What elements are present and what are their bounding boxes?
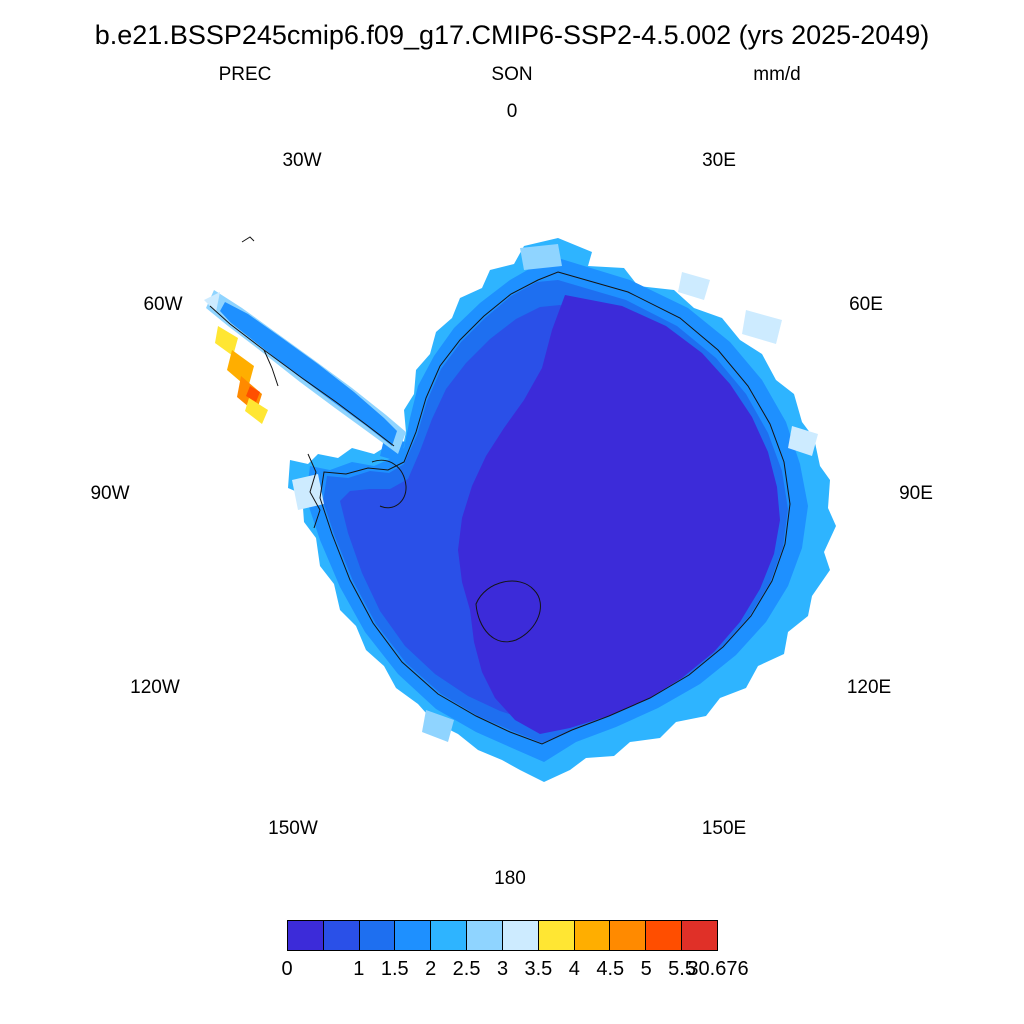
lon-label-60e: 60E xyxy=(849,294,883,315)
colorbar-tick-0: 0 xyxy=(281,958,293,980)
antarctica-map xyxy=(190,210,850,790)
map-region-peninsula-inner xyxy=(220,302,397,446)
colorbar: 0 1 1.5 2 2.5 3 3.5 4 4.5 5 5.5 30.676 xyxy=(281,920,749,982)
lon-label-180: 180 xyxy=(494,868,526,889)
colorbar-tick-2.5: 2.5 xyxy=(452,958,481,980)
colorbar-box-8 xyxy=(574,921,611,950)
coastline-peninsula-spine xyxy=(209,305,395,447)
lon-label-120w: 120W xyxy=(130,677,180,698)
map-patch-light-bottomleft xyxy=(422,710,454,742)
colorbar-tick-3: 3 xyxy=(496,958,509,980)
colorbar-tick-30.676: 30.676 xyxy=(687,958,749,980)
colorbar-box-2 xyxy=(359,921,396,950)
lon-label-150e: 150E xyxy=(701,818,747,839)
colorbar-tick-3.5: 3.5 xyxy=(524,958,553,980)
colorbar-box-4 xyxy=(431,921,468,950)
lon-label-90e: 90E xyxy=(899,483,933,504)
lon-label-30w: 30W xyxy=(282,150,322,171)
map-patch-pale-right xyxy=(788,426,818,456)
colorbar-tick-4: 4 xyxy=(568,958,580,980)
variable-label: PREC xyxy=(218,64,272,85)
lon-label-120e: 120E xyxy=(846,677,892,698)
map-patch-pale-west xyxy=(292,474,324,510)
map-canvas xyxy=(204,236,836,782)
lon-label-150w: 150W xyxy=(268,818,318,839)
map-patch-light-top xyxy=(520,244,562,270)
colorbar-box-6 xyxy=(502,921,539,950)
map-patch-peninsula-yellow-2 xyxy=(245,398,268,424)
lon-label-30e: 30E xyxy=(702,150,736,171)
colorbar-box-1 xyxy=(323,921,360,950)
lon-label-90w: 90W xyxy=(90,483,130,504)
map-patch-pale-upper-right xyxy=(742,310,782,344)
figure-title: b.e21.BSSP245cmip6.f09_g17.CMIP6-SSP2-4.… xyxy=(94,20,930,50)
map-patch-peninsula-red xyxy=(246,386,260,402)
colorbar-tick-5.5: 5.5 xyxy=(668,958,696,980)
units-label: mm/d xyxy=(753,64,801,85)
lon-label-0: 0 xyxy=(506,101,518,122)
colorbar-box-11 xyxy=(682,921,717,950)
colorbar-tick-4.5: 4.5 xyxy=(596,958,625,980)
colorbar-box-3 xyxy=(395,921,432,950)
colorbar-box-10 xyxy=(646,921,683,950)
map-patch-pale-topright xyxy=(678,272,710,300)
coastline-group xyxy=(209,236,791,745)
coastline-main xyxy=(319,271,791,745)
colorbar-box-9 xyxy=(610,921,647,950)
coastline-peninsula-branch xyxy=(263,349,279,387)
colorbar-tick-1.5: 1.5 xyxy=(380,958,409,980)
map-patch-peninsula-yellow-1 xyxy=(215,326,238,356)
colorbar-boxes xyxy=(287,920,718,951)
coastline-west-detail xyxy=(307,453,321,529)
colorbar-tick-1: 1 xyxy=(353,958,365,980)
coastline-ronne-shelf xyxy=(371,459,407,509)
lon-label-60w: 60W xyxy=(143,294,183,315)
map-patch-peninsula-tip-pale xyxy=(204,292,220,312)
coastline-ross-shelf xyxy=(475,580,541,643)
colorbar-tick-5: 5 xyxy=(640,958,652,980)
map-region-interior-core xyxy=(458,295,780,734)
island-mark xyxy=(241,236,255,243)
map-patch-peninsula-amber xyxy=(227,350,254,388)
colorbar-box-0 xyxy=(288,921,324,950)
colorbar-box-5 xyxy=(467,921,503,950)
season-label: SON xyxy=(491,64,533,85)
colorbar-box-7 xyxy=(538,921,575,950)
colorbar-tick-2: 2 xyxy=(425,958,437,980)
